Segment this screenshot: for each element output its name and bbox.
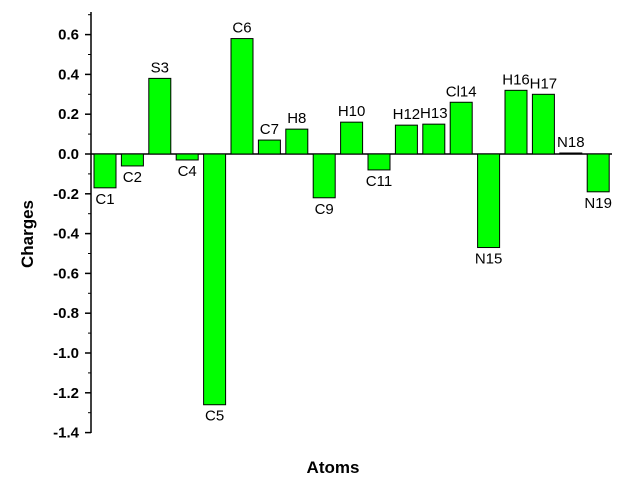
bar-label-c4: C4	[178, 163, 197, 180]
y-tick-label: -1.4	[53, 425, 80, 442]
bar-label-cl14: Cl14	[446, 83, 477, 100]
bar-c2	[120, 153, 144, 167]
bar-label-c6: C6	[232, 20, 251, 37]
bar-c9	[312, 153, 336, 199]
bar-n18	[559, 152, 583, 155]
y-tick-label: -0.4	[53, 226, 80, 243]
bar-label-c5: C5	[205, 408, 224, 425]
bar-label-h16: H16	[502, 71, 530, 88]
y-tick-label: -1.2	[53, 385, 79, 402]
y-tick-label: 0.0	[58, 146, 79, 163]
bar-label-c7: C7	[260, 121, 279, 138]
bar-label-h12: H12	[393, 106, 421, 123]
y-tick-label: 0.4	[58, 66, 80, 83]
bar-c6	[230, 38, 254, 155]
bar-label-c9: C9	[315, 201, 334, 218]
bar-labels: C1 C2 S3 C4 C5 C6 C7 H8 C9 H10 C11 H12 H13 Cl14 N15 H16…	[95, 20, 612, 425]
x-axis-title: Atoms	[307, 458, 360, 477]
bar-label-h17: H17	[530, 75, 558, 92]
y-tick-label: -0.6	[53, 265, 79, 282]
y-tick-label: -0.8	[53, 305, 79, 322]
bar-label-s3: S3	[151, 59, 169, 76]
bar-h10	[340, 121, 364, 155]
bar-c4	[175, 153, 199, 161]
bar-label-n18: N18	[557, 134, 585, 151]
bar-h8	[285, 128, 309, 155]
bar-c5	[203, 153, 227, 406]
bar-h16	[504, 89, 528, 155]
bar-cl14	[449, 101, 473, 155]
bar-h17	[531, 93, 555, 155]
bar-label-c2: C2	[123, 169, 142, 186]
bar-h13	[422, 123, 446, 155]
y-axis-title: Charges	[18, 200, 37, 268]
bar-label-h10: H10	[338, 103, 366, 120]
bar-label-h13: H13	[420, 105, 448, 122]
y-tick-label: -1.0	[53, 345, 79, 362]
y-tick-label: -0.2	[53, 186, 79, 203]
bar-label-n15: N15	[475, 251, 503, 268]
bar-n19	[586, 153, 610, 193]
bar-h12	[394, 124, 418, 155]
y-tick-label: 0.6	[58, 27, 79, 44]
bar-c1	[93, 153, 117, 189]
y-tick-label: 0.2	[58, 106, 79, 123]
y-ticks: 0.6 0.4 0.2 0.0 -0.2 -0.4 -0.6 -0.8 -1.0 -1.2 -1.4	[53, 14, 91, 442]
bar-s3	[148, 77, 172, 155]
bar-n15	[477, 153, 501, 249]
bar-label-n19: N19	[584, 195, 612, 212]
bar-label-h8: H8	[287, 110, 306, 127]
bar-label-c1: C1	[95, 191, 114, 208]
bars	[93, 38, 610, 406]
bar-label-c11: C11	[366, 173, 392, 190]
bar-c7	[257, 139, 281, 155]
bar-c11	[367, 153, 391, 171]
